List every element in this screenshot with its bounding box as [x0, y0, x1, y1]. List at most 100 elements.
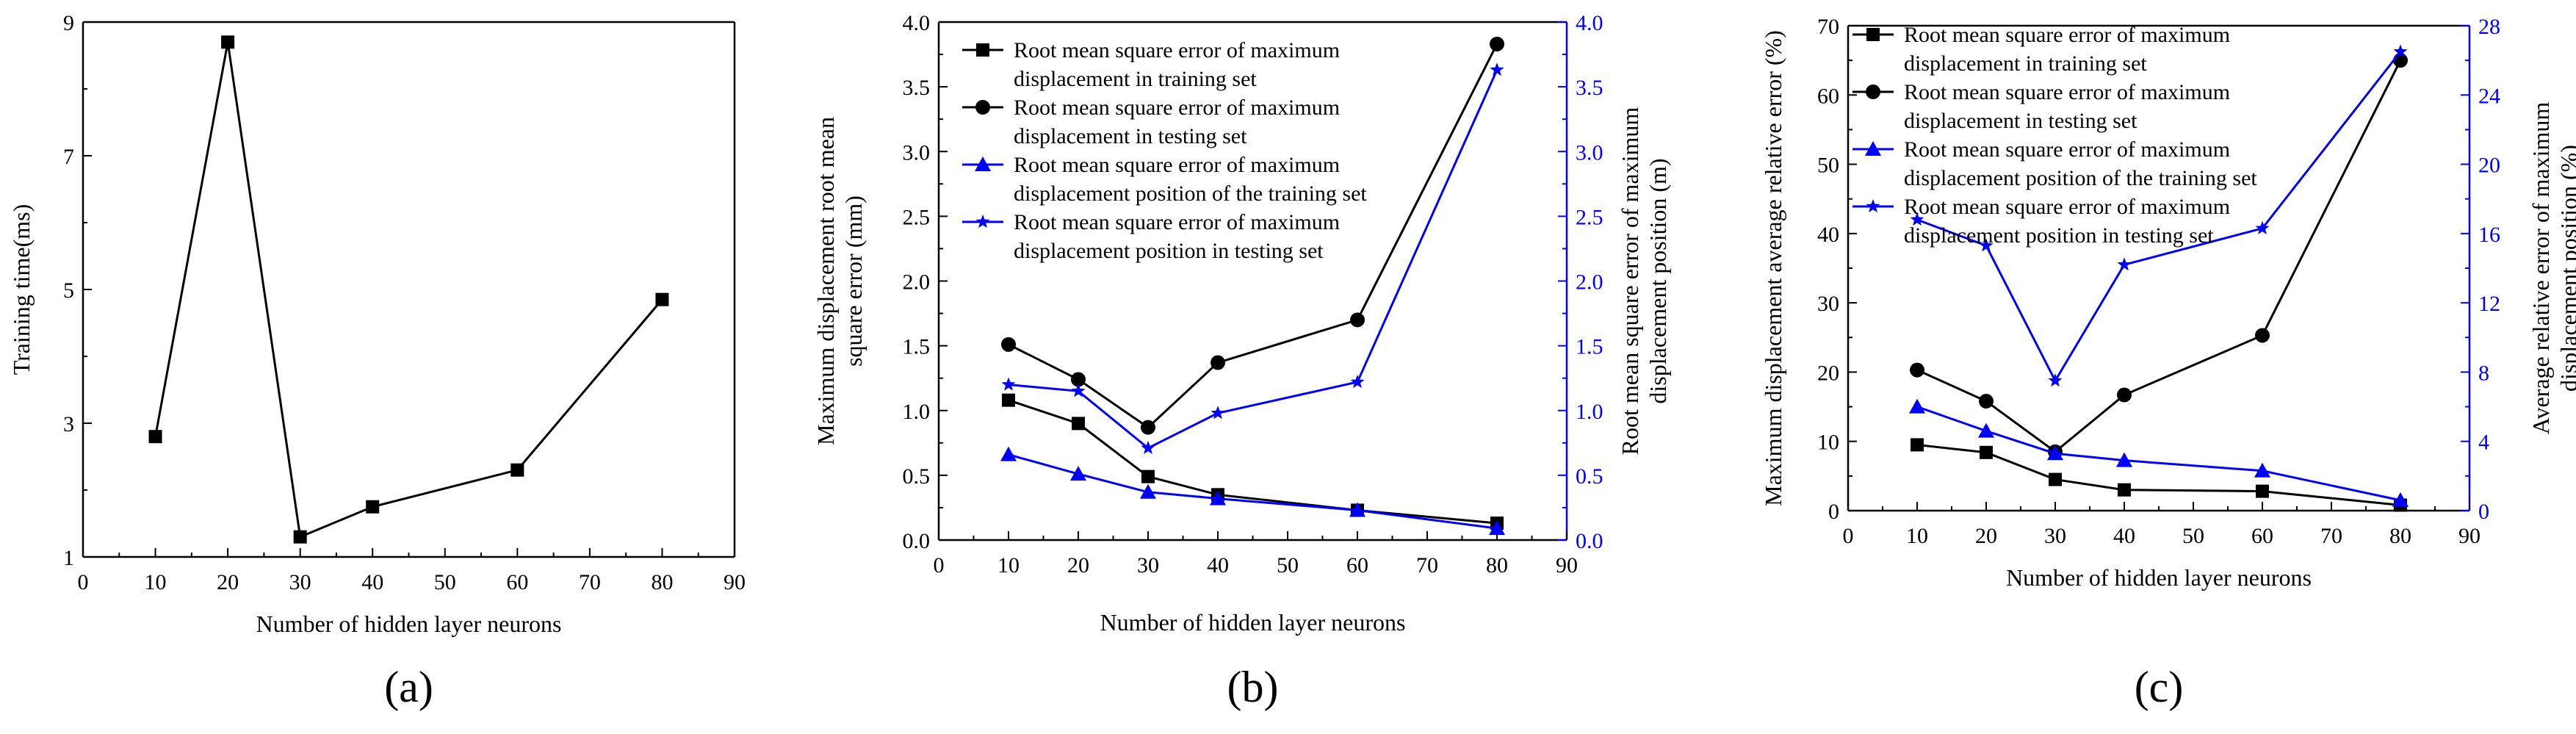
- x-tick-label: 90: [724, 570, 746, 594]
- x-tick-label: 50: [434, 570, 456, 594]
- chart-panel-c: 0 10 20 30 40 50 60 70 80 90010203040506070048121…: [1760, 15, 2576, 711]
- legend-label: Root mean square error of maximum: [1904, 80, 2230, 104]
- data-point: [366, 500, 380, 514]
- data-point: [1489, 520, 1505, 536]
- data-point: [1350, 375, 1365, 389]
- legend-marker: [976, 43, 989, 57]
- data-point: [1140, 483, 1156, 499]
- legend-label: Root mean square error of maximum: [1014, 38, 1340, 62]
- y-tick-label: 0: [1828, 500, 1839, 524]
- legend-label: Root mean square error of maximum: [1904, 23, 2230, 47]
- data-point: [2254, 462, 2270, 478]
- data-point: [2255, 328, 2270, 343]
- panel-label: (b): [1227, 663, 1279, 711]
- y-axis-label: Maximum displacement average relative er…: [1760, 30, 1786, 506]
- y2-tick-label: 1.5: [1576, 335, 1603, 359]
- y-tick-label: 7: [63, 145, 74, 169]
- data-point: [510, 463, 524, 477]
- data-point: [1910, 362, 1924, 378]
- x-tick-label: 60: [506, 570, 528, 594]
- series-line-4: [1916, 51, 2402, 384]
- y2-tick-label: 0.5: [1576, 464, 1603, 489]
- x-tick-label: 20: [1975, 524, 1997, 548]
- y2-tick-label: 0.0: [1576, 529, 1603, 553]
- legend-marker: [1866, 84, 1880, 99]
- x-tick-label: 0: [78, 570, 89, 594]
- data-point: [1978, 422, 1994, 438]
- x-tick-label: 50: [1277, 553, 1299, 578]
- data-point: [2256, 484, 2269, 498]
- legend-label: Root mean square error of maximum: [1904, 137, 2230, 162]
- y-tick-label: 1.5: [903, 335, 931, 359]
- panel-label: (a): [384, 663, 433, 711]
- legend-label: Root mean square error of maximum: [1904, 195, 2230, 219]
- series-line-2: [1916, 60, 2402, 453]
- legend-entry-2: Root mean square error of maximum displac…: [962, 96, 1340, 148]
- legend-label: displacement position of the training se…: [1014, 181, 1367, 206]
- data-point: [1141, 469, 1155, 483]
- y-tick-label: 3: [63, 412, 74, 436]
- x-tick-label: 60: [1346, 553, 1368, 578]
- data-point: [1350, 312, 1365, 328]
- legend-label: displacement in testing set: [1904, 109, 2137, 133]
- y-tick-label: 1: [63, 546, 74, 570]
- data-point: [1072, 417, 1085, 431]
- data-point: [2116, 452, 2132, 467]
- data-point: [1490, 62, 1504, 76]
- x-tick-label: 40: [2113, 524, 2135, 548]
- y-tick-label: 3.0: [903, 140, 931, 165]
- y-tick-label: 0.0: [903, 529, 931, 553]
- x-tick-label: 70: [2320, 524, 2342, 548]
- y2-axis-label: Root mean square error of maximum: [1617, 107, 1643, 456]
- x-tick-label: 70: [1416, 553, 1438, 578]
- x-tick-label: 40: [1207, 553, 1229, 578]
- data-point: [2118, 483, 2131, 497]
- data-point: [1002, 393, 1015, 407]
- y-axis-label: Maximum displacement root mean: [812, 117, 839, 445]
- data-point: [1490, 36, 1504, 51]
- legend-entry-4: Root mean square error of maximum displac…: [962, 210, 1340, 263]
- legend-label: displacement position of the training se…: [1904, 166, 2257, 190]
- y2-tick-label: 20: [2478, 154, 2500, 178]
- data-point: [1909, 398, 1925, 414]
- legend-marker: [1866, 28, 1880, 41]
- x-tick-label: 20: [1067, 553, 1089, 578]
- y-tick-label: 0.5: [903, 464, 931, 489]
- y2-axis-label: displacement position (m): [1645, 158, 1671, 403]
- data-point: [1070, 466, 1086, 481]
- x-tick-label: 80: [1486, 553, 1508, 578]
- legend-label: displacement position in testing set: [1904, 223, 2214, 248]
- legend-marker: [1865, 141, 1881, 156]
- data-point: [2047, 445, 2063, 461]
- data-point: [1210, 490, 1226, 505]
- data-point: [1911, 438, 1924, 452]
- data-point: [1979, 238, 1994, 252]
- y-tick-label: 30: [1817, 292, 1839, 316]
- y2-tick-label: 1.0: [1576, 400, 1603, 424]
- data-point: [2393, 53, 2408, 68]
- series-line-1: [154, 42, 663, 539]
- legend-label: displacement in training set: [1904, 51, 2147, 76]
- x-tick-label: 80: [651, 570, 673, 594]
- legend-marker: [1866, 199, 1880, 213]
- y2-tick-label: 28: [2478, 15, 2500, 39]
- x-axis-label: Number of hidden layer neurons: [1100, 609, 1406, 636]
- x-tick-label: 30: [2044, 524, 2066, 548]
- x-tick-label: 90: [2458, 524, 2481, 548]
- y-axis-label: square error (mm): [840, 195, 867, 367]
- y2-tick-label: 3.0: [1576, 140, 1603, 165]
- y-tick-label: 3.5: [903, 76, 931, 100]
- data-point: [2255, 220, 2270, 234]
- legend-label: Root mean square error of maximum: [1014, 153, 1340, 177]
- legend-label: displacement in training set: [1014, 67, 1257, 91]
- series-line-2: [1008, 43, 1498, 429]
- panel-label: (c): [2135, 663, 2184, 711]
- data-point: [1071, 372, 1086, 387]
- y2-axis-label: displacement position (%): [2555, 145, 2576, 392]
- x-tick-label: 0: [1843, 524, 1854, 548]
- y-tick-label: 20: [1817, 361, 1839, 385]
- y-axis-label: Training time(ms): [8, 204, 35, 375]
- y2-tick-label: 3.5: [1576, 76, 1603, 100]
- y2-tick-label: 4.0: [1576, 11, 1603, 35]
- legend-label: Root mean square error of maximum: [1014, 210, 1340, 234]
